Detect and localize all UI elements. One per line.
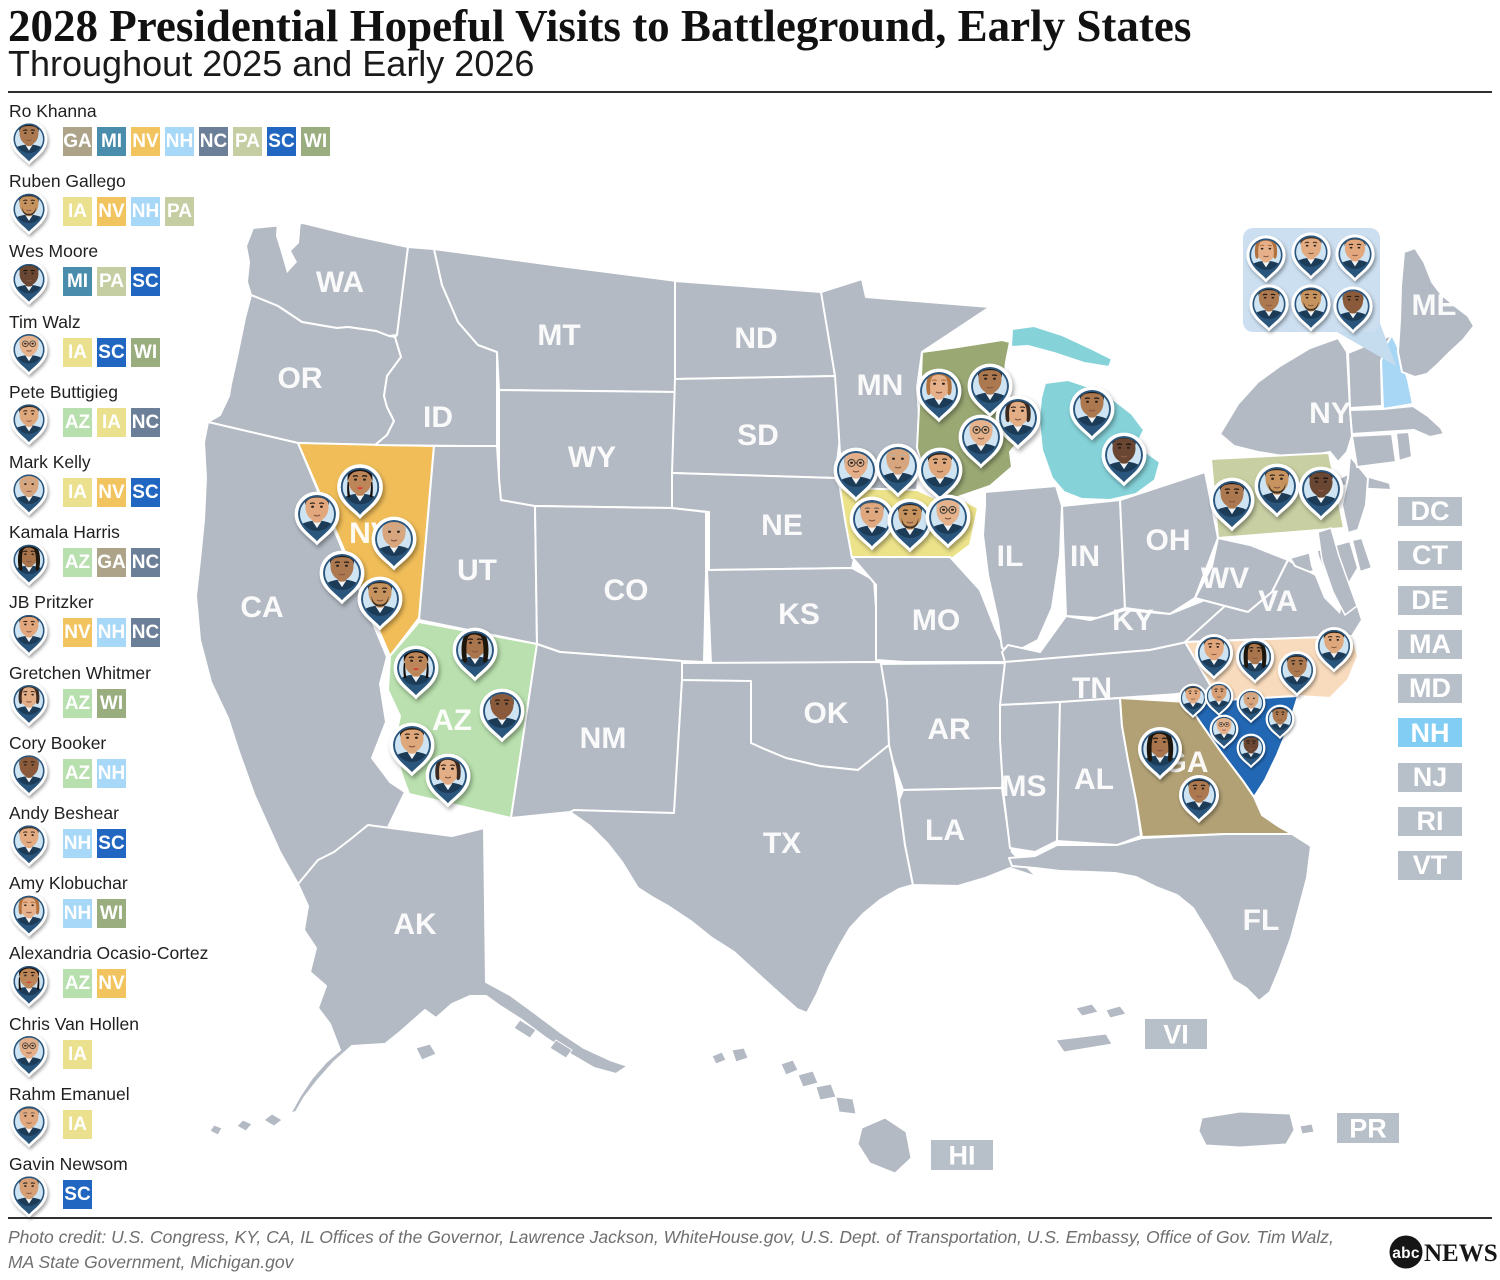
svg-text:FL: FL (1243, 904, 1280, 937)
svg-text:KS: KS (778, 598, 820, 631)
svg-text:LA: LA (925, 814, 965, 847)
svg-text:WY: WY (568, 441, 616, 474)
svg-text:HI: HI (949, 1141, 976, 1171)
svg-text:TN: TN (1072, 672, 1112, 705)
svg-text:ME: ME (1412, 289, 1457, 322)
svg-text:SD: SD (737, 419, 779, 452)
svg-text:WA: WA (316, 266, 364, 299)
svg-text:AZ: AZ (432, 704, 472, 737)
svg-text:NM: NM (580, 722, 627, 755)
svg-text:CA: CA (240, 591, 283, 624)
svg-text:NH: NH (1411, 718, 1450, 748)
svg-text:MA: MA (1409, 629, 1451, 659)
svg-text:MT: MT (537, 319, 580, 352)
svg-text:VA: VA (1258, 585, 1297, 618)
svg-text:ID: ID (423, 401, 453, 434)
svg-text:AK: AK (393, 908, 437, 941)
svg-text:UT: UT (457, 554, 497, 587)
svg-text:CT: CT (1412, 540, 1448, 570)
svg-text:MN: MN (857, 369, 904, 402)
svg-text:AL: AL (1074, 763, 1114, 796)
svg-text:NJ: NJ (1413, 762, 1448, 792)
svg-text:IL: IL (997, 540, 1024, 573)
svg-text:AR: AR (927, 713, 971, 746)
svg-text:NY: NY (1309, 397, 1351, 430)
svg-text:VI: VI (1163, 1020, 1189, 1050)
svg-text:NE: NE (761, 509, 803, 542)
svg-text:KY: KY (1112, 604, 1154, 637)
svg-text:RI: RI (1417, 806, 1444, 836)
svg-text:MO: MO (912, 604, 960, 637)
svg-text:MD: MD (1409, 673, 1451, 703)
svg-text:MS: MS (1002, 770, 1047, 803)
svg-text:NEWS: NEWS (1424, 1240, 1498, 1267)
svg-text:VT: VT (1413, 850, 1448, 880)
svg-text:ND: ND (734, 322, 777, 355)
svg-text:OH: OH (1146, 524, 1191, 557)
svg-text:DC: DC (1411, 496, 1450, 526)
svg-text:CO: CO (604, 574, 649, 607)
svg-text:OK: OK (804, 697, 849, 730)
svg-text:WV: WV (1201, 562, 1249, 595)
svg-text:IN: IN (1070, 540, 1100, 573)
svg-text:DE: DE (1411, 585, 1449, 615)
svg-text:PR: PR (1349, 1114, 1387, 1144)
svg-text:OR: OR (278, 362, 323, 395)
svg-text:TX: TX (763, 827, 801, 860)
svg-text:abc: abc (1392, 1245, 1420, 1262)
